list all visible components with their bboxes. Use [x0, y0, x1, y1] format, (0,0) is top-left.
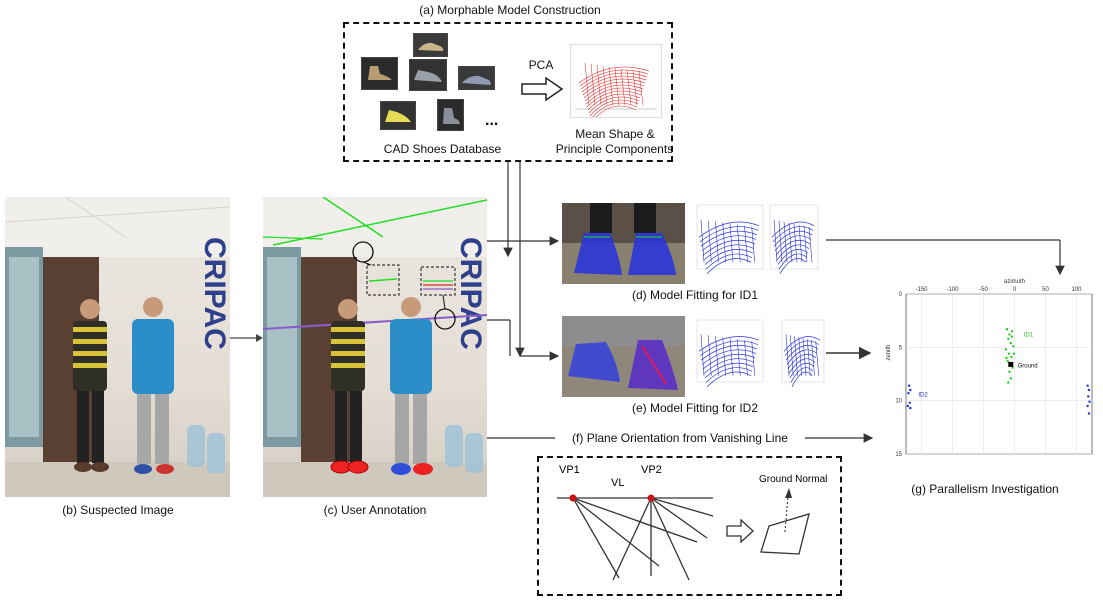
id1-point	[1010, 355, 1013, 359]
id2-fitting-caption: (e) Model Fitting for ID2	[631, 401, 759, 415]
id1-point	[1010, 330, 1014, 333]
cripac-sign: CRIPAC	[198, 237, 230, 350]
id1-mesh-plot-2	[768, 203, 820, 279]
id1-point	[1005, 356, 1008, 360]
suspected-image-photo: CRIPAC	[5, 197, 230, 497]
y-axis-label: zenith	[886, 345, 892, 361]
id2-point	[907, 384, 911, 387]
mean-shape-label-line1: Mean Shape &	[575, 127, 655, 141]
y-tick-label: 10	[895, 399, 902, 405]
plot-title: azimuth	[1004, 279, 1025, 285]
id2-point	[909, 388, 912, 392]
id2-point	[1088, 400, 1091, 403]
id1-mesh-plot-1	[695, 203, 765, 279]
id2-point	[1087, 388, 1091, 392]
pca-label: PCA	[528, 58, 554, 72]
cad-shoe-thumbnail-3	[409, 59, 447, 91]
ground-normal-label: Ground Normal	[759, 474, 827, 485]
id2-point	[1086, 404, 1089, 408]
id2-label: ID2	[918, 392, 928, 398]
id1-point	[1009, 341, 1012, 345]
cad-shoe-thumbnail-5	[380, 101, 416, 130]
id1-point	[1008, 370, 1011, 374]
mean-shape-label-line2: Principle Components	[555, 142, 674, 156]
pca-arrow-icon	[521, 76, 564, 102]
parallelism-plot: -150 -100 -50 0 50 100 0 5 10 15 azimuth zenith ID1 I…	[886, 279, 1093, 458]
vanishing-line-box	[537, 456, 842, 596]
plane-orientation-caption: (f) Plane Orientation from Vanishing Lin…	[555, 431, 805, 445]
id2-point	[1086, 384, 1089, 387]
x-tick-label: -150	[915, 287, 928, 293]
cad-shoe-thumbnail-6	[437, 99, 464, 131]
id2-mesh-plot-1	[695, 318, 765, 392]
morphable-model-box	[343, 22, 673, 162]
id2-point	[908, 401, 911, 404]
cripac-sign-annotated: CRIPAC	[454, 237, 487, 350]
id1-point	[1012, 352, 1016, 355]
cad-shoe-thumbnail-2	[361, 57, 398, 90]
user-annotation-caption: (c) User Annotation	[323, 503, 427, 517]
section-a-title: (a) Morphable Model Construction	[419, 3, 601, 17]
x-tick-label: -100	[946, 287, 959, 293]
ground-marker	[1008, 361, 1014, 367]
x-tick-label: -50	[979, 287, 988, 293]
vp2-label: VP2	[641, 464, 662, 476]
id2-point	[909, 406, 912, 410]
mean-shape-plot	[570, 44, 662, 123]
more-shoes-ellipsis: ...	[485, 112, 499, 129]
id1-point	[1011, 366, 1014, 369]
id2-shoe-photo	[562, 316, 685, 397]
id1-point	[1004, 348, 1008, 351]
cad-shoe-thumbnail-4	[458, 66, 495, 90]
annotated-scene: CRIPAC	[263, 197, 487, 497]
id2-point	[907, 392, 910, 395]
vp2-marker	[647, 494, 655, 502]
y-tick-label: 5	[899, 345, 903, 351]
parallelism-caption: (g) Parallelism Investigation	[911, 482, 1059, 496]
id1-shoe-photo	[562, 203, 685, 284]
id1-point	[1006, 360, 1009, 363]
vanishing-line-diagram: VP1 VL VP2 Ground Normal	[557, 464, 827, 581]
user-annotation-photo: CRIPAC	[263, 197, 487, 497]
x-tick-label: 0	[1013, 287, 1017, 293]
y-tick-label: 15	[895, 452, 902, 458]
suspected-scene: CRIPAC	[5, 197, 230, 497]
ground-label: Ground	[1018, 364, 1038, 370]
id1-fitting-caption: (d) Model Fitting for ID1	[631, 288, 759, 302]
id2-point	[906, 404, 910, 408]
id1-point	[1005, 328, 1009, 331]
id1-point	[1007, 337, 1010, 340]
id1-point	[1010, 335, 1014, 338]
cad-shoes-database-label: CAD Shoes Database	[383, 142, 502, 156]
arrow-b-to-c-icon	[230, 334, 263, 342]
id1-point	[1007, 381, 1010, 384]
id2-point	[1087, 412, 1091, 415]
cad-shoe-thumbnail-1	[413, 33, 448, 57]
id2-point	[1087, 395, 1090, 398]
vp1-marker	[569, 494, 577, 502]
x-tick-label: 100	[1071, 287, 1082, 293]
y-tick-label: 0	[899, 292, 903, 298]
id1-point	[1009, 377, 1012, 380]
id1-point	[1012, 345, 1015, 348]
id1-point	[1008, 333, 1011, 336]
vl-label: VL	[611, 477, 624, 489]
id2-mesh-plot-2	[780, 318, 826, 392]
vp1-label: VP1	[559, 464, 580, 476]
id1-point	[1007, 352, 1011, 355]
suspected-image-caption: (b) Suspected Image	[62, 503, 174, 517]
id1-label: ID1	[1024, 333, 1034, 339]
x-tick-label: 50	[1042, 287, 1049, 293]
